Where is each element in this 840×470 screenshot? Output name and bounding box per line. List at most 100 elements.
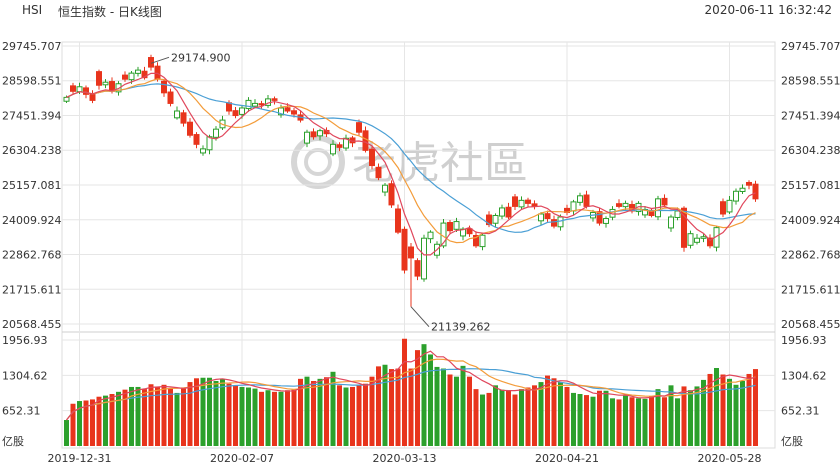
- candle-body: [700, 236, 707, 239]
- volume-ma5-line: [66, 350, 756, 421]
- candle-body: [551, 219, 557, 227]
- volume-bar: [441, 368, 446, 446]
- candle-body: [733, 190, 739, 202]
- plot-frame: [61, 41, 776, 449]
- volume-bar: [493, 385, 498, 446]
- candle-body: [284, 107, 291, 112]
- candle-body: [453, 221, 460, 230]
- volume-bar: [181, 388, 186, 446]
- volume-tick-label: 1304.62: [781, 369, 827, 382]
- candle-body: [317, 130, 323, 137]
- candle-body: [447, 222, 453, 232]
- volume-bar: [252, 388, 258, 446]
- date-tick-label: 2020-02-07: [210, 452, 274, 465]
- volume-bar: [70, 403, 76, 446]
- annotation-label: 21139.262: [431, 321, 491, 334]
- candles: [63, 54, 759, 307]
- volume-axis-right: 1956.93 1304.62 652.31 亿股: [781, 334, 827, 448]
- volume-bar: [285, 390, 290, 446]
- volume-bar: [291, 389, 297, 446]
- candle-body: [577, 195, 583, 203]
- price-tick-label: 20568.455: [2, 318, 62, 331]
- volume-bar: [350, 386, 355, 446]
- candle-body: [135, 69, 141, 74]
- candle-body: [622, 202, 629, 208]
- volume-bar: [376, 366, 381, 446]
- volume-bar: [415, 350, 420, 446]
- candle-body: [661, 197, 668, 206]
- candle-body: [96, 71, 102, 86]
- price-tick-label: 26304.238: [2, 144, 62, 157]
- volume-bar: [272, 391, 277, 446]
- candle-body: [193, 134, 200, 145]
- chart-title: 恒生指数 - 日K线图: [58, 5, 162, 19]
- volume-bar: [142, 389, 147, 446]
- volume-bar: [278, 391, 284, 446]
- candle-body: [538, 213, 544, 222]
- candle-body: [752, 183, 759, 200]
- candle-body: [180, 112, 187, 124]
- volume-bar: [460, 365, 466, 446]
- candle-body: [518, 199, 525, 208]
- price-tick-label: 24009.924: [781, 214, 840, 227]
- price-tick-label: 28598.551: [2, 75, 62, 88]
- volume-bar: [434, 366, 440, 446]
- candle-body: [583, 194, 590, 207]
- date-tick-label: 2020-03-13: [373, 452, 437, 465]
- volume-bar: [395, 368, 401, 446]
- candle-body: [83, 87, 89, 95]
- annotation-leader: [150, 56, 170, 64]
- volume-axis-left: 1956.93 1304.62 652.31 亿股: [2, 334, 48, 448]
- volume-bar: [246, 387, 251, 446]
- volume-bar: [603, 390, 609, 446]
- volume-bar: [200, 377, 206, 446]
- candle-body: [278, 107, 284, 116]
- volume-bar: [421, 344, 427, 446]
- price-tick-label: 29745.707: [781, 40, 840, 53]
- candle-body: [115, 83, 122, 93]
- price-tick-label: 28598.551: [781, 75, 840, 88]
- volume-bar: [727, 378, 732, 446]
- date-tick-label: 2020-05-28: [698, 452, 762, 465]
- candle-body: [473, 234, 479, 247]
- volume-bar: [740, 381, 745, 446]
- candle-body: [200, 148, 206, 154]
- volume-tick-label: 1304.62: [2, 369, 48, 382]
- candle-body: [427, 231, 434, 240]
- volume-bar: [623, 395, 628, 446]
- volume-tick-label: 1956.93: [781, 334, 827, 347]
- volume-bar: [428, 354, 433, 446]
- candle-body: [63, 96, 70, 102]
- volume-bar: [720, 374, 726, 446]
- volume-bar: [571, 392, 576, 446]
- volume-bar: [447, 374, 453, 446]
- volume-bar: [226, 383, 232, 446]
- volume-ma20-line: [66, 368, 756, 421]
- candle-body: [375, 166, 382, 179]
- candle-body: [343, 137, 349, 149]
- volume-bar: [220, 379, 225, 446]
- price-tick-label: 22862.768: [781, 249, 840, 262]
- volume-bar: [337, 385, 342, 446]
- volume-bar: [707, 373, 713, 446]
- volume-bar: [714, 368, 719, 446]
- candle-body: [707, 237, 713, 247]
- volume-bar: [369, 376, 375, 446]
- price-axis-left: 29745.707 28598.551 27451.394 26304.238 2515…: [2, 40, 62, 331]
- candle-body: [382, 184, 388, 193]
- candle-body: [336, 144, 343, 148]
- candle-body: [161, 80, 167, 94]
- volume-bar: [96, 396, 102, 446]
- candle-body: [187, 121, 193, 136]
- annotation-label: 29174.900: [171, 51, 231, 64]
- candle-body: [271, 98, 278, 101]
- volume-unit-label: 亿股: [781, 435, 803, 448]
- volume-bar: [77, 401, 82, 446]
- volume-unit-label: 亿股: [2, 435, 24, 448]
- volume-bar: [265, 390, 271, 446]
- volume-bars: [64, 338, 758, 446]
- candle-body: [167, 91, 174, 104]
- volume-bar: [694, 386, 700, 446]
- price-tick-label: 27451.394: [2, 110, 62, 123]
- volume-bar: [649, 396, 654, 446]
